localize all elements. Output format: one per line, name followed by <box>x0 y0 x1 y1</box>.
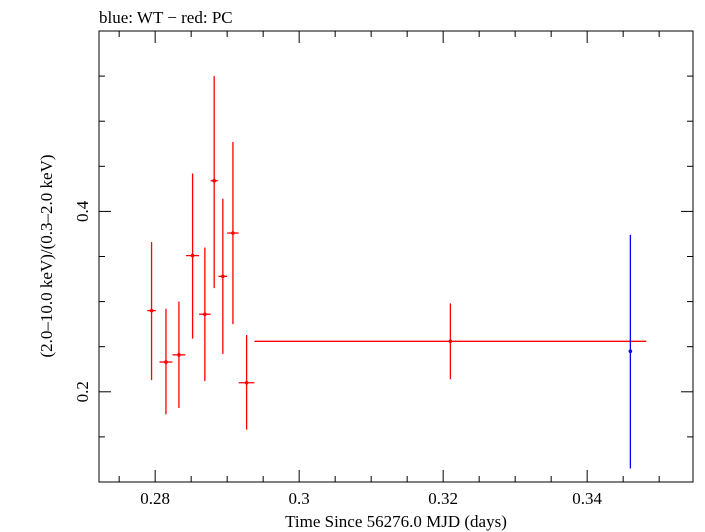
x-tick-label: 0.3 <box>289 489 310 508</box>
axis-ticks: 0.28 0.3 0.32 0.34 0.2 0.4 <box>73 30 693 508</box>
y-tick-label: 0.2 <box>73 381 92 402</box>
data-point-pc <box>186 173 200 339</box>
point-marker <box>628 349 633 354</box>
y-axis-label: (2.0–10.0 keV)/(0.3–2.0 keV) <box>37 154 56 357</box>
point-marker <box>203 312 207 317</box>
data-point-pc <box>172 301 186 409</box>
point-marker <box>231 231 235 235</box>
chart-title: blue: WT − red: PC <box>99 8 233 27</box>
data-point-pc <box>238 334 255 430</box>
data-point-pc <box>147 242 156 381</box>
data-marks <box>147 76 647 469</box>
point-marker <box>164 360 168 364</box>
x-tick-label: 0.32 <box>428 489 458 508</box>
point-marker <box>448 339 453 344</box>
point-marker <box>177 353 181 357</box>
data-point-pc <box>227 141 239 325</box>
point-marker <box>190 253 195 258</box>
plot-frame <box>98 30 694 483</box>
x-axis-label: Time Since 56276.0 MJD (days) <box>285 512 507 531</box>
point-marker <box>149 308 154 313</box>
data-point-pc <box>210 76 218 289</box>
point-marker <box>244 380 249 385</box>
point-marker <box>212 178 216 183</box>
y-tick-label: 0.4 <box>73 200 92 222</box>
data-point-pc <box>199 247 211 381</box>
data-point-pc <box>218 198 228 354</box>
x-tick-label: 0.34 <box>572 489 602 508</box>
data-point-pc <box>254 303 647 380</box>
data-point-wt <box>628 234 633 469</box>
x-tick-label: 0.28 <box>140 489 170 508</box>
data-point-pc <box>159 308 173 415</box>
point-marker <box>221 274 225 279</box>
